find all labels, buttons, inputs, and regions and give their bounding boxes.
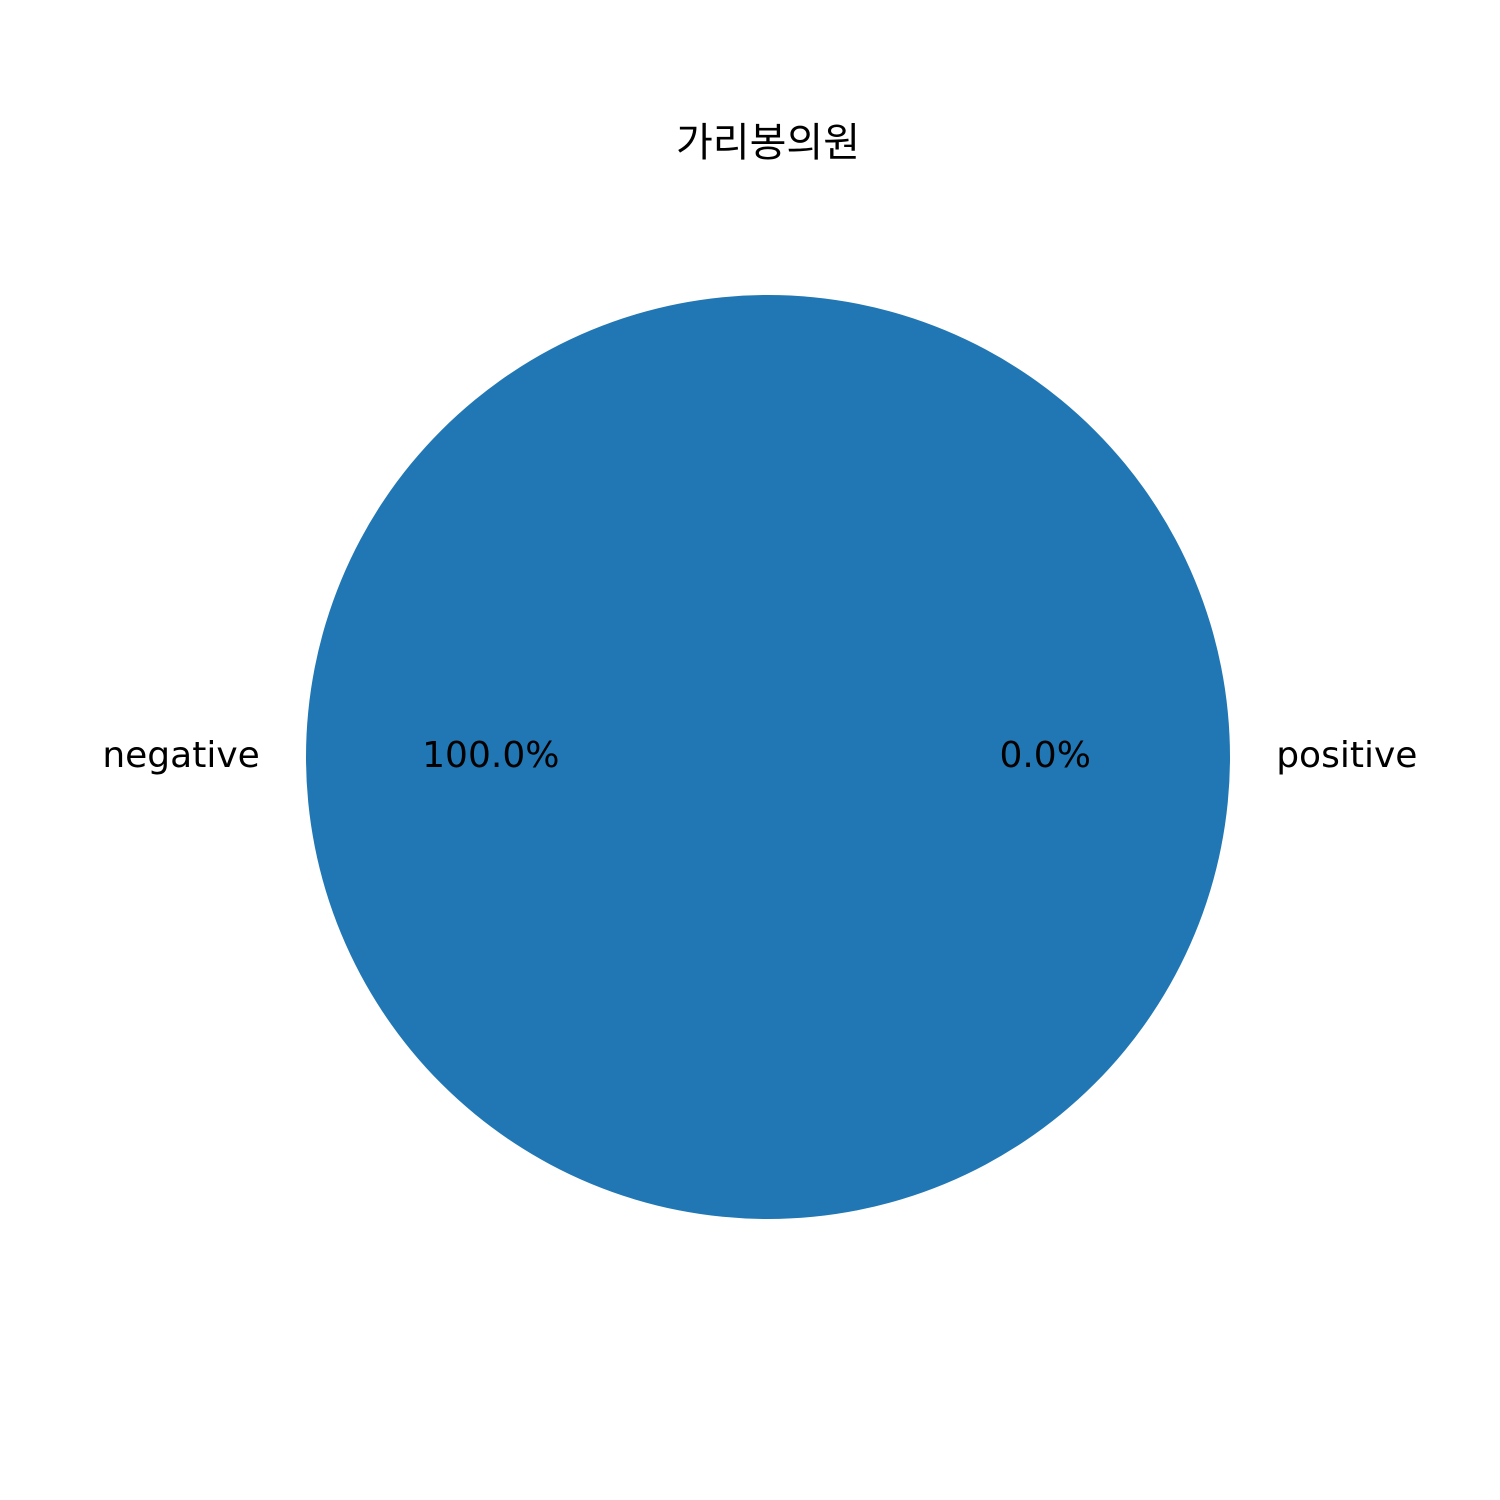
slice-label-positive: positive [1276, 735, 1417, 776]
slice-percent-positive: 0.0% [999, 735, 1090, 776]
pie-labels: negative 100.0% positive 0.0% [102, 735, 1417, 776]
slice-label-negative: negative [102, 735, 259, 776]
pie-slice-negative [306, 295, 1230, 1219]
chart-title: 가리봉의원 [676, 120, 860, 166]
pie-slices [306, 295, 1230, 1219]
slice-percent-negative: 100.0% [422, 735, 559, 776]
